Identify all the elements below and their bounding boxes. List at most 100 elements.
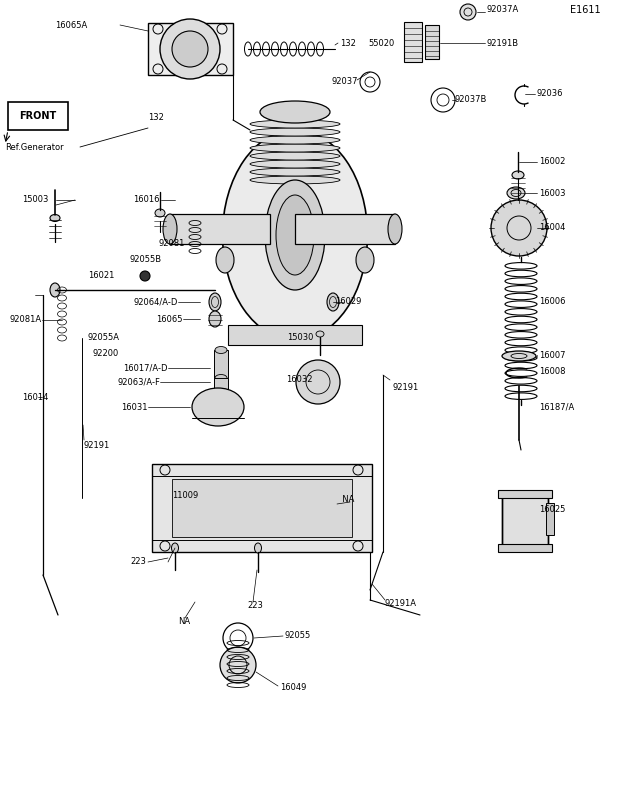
Ellipse shape <box>250 152 340 160</box>
Text: 16031: 16031 <box>121 402 148 411</box>
Text: NA: NA <box>178 618 190 626</box>
Text: 16006: 16006 <box>539 298 565 306</box>
Text: 16003: 16003 <box>539 189 565 198</box>
Text: 16049: 16049 <box>280 683 306 693</box>
Text: E1611: E1611 <box>570 5 600 15</box>
Bar <box>172 479 352 537</box>
Text: 16187/A: 16187/A <box>539 402 574 411</box>
Ellipse shape <box>155 209 165 217</box>
Text: 92191B: 92191B <box>487 38 519 47</box>
Text: Ref.Generator: Ref.Generator <box>5 142 63 151</box>
Text: 92081A: 92081A <box>10 315 42 325</box>
Ellipse shape <box>192 388 244 426</box>
Circle shape <box>491 200 547 256</box>
Bar <box>425 25 439 59</box>
Ellipse shape <box>507 187 525 199</box>
Text: 92037: 92037 <box>332 78 358 86</box>
Text: 16065: 16065 <box>156 314 183 323</box>
Bar <box>148 23 233 75</box>
Text: 16029: 16029 <box>335 298 361 306</box>
Ellipse shape <box>276 195 314 275</box>
Text: 92036: 92036 <box>537 90 563 98</box>
Text: 92055A: 92055A <box>88 333 120 342</box>
Text: 16065A: 16065A <box>55 21 87 30</box>
Text: 92055B: 92055B <box>130 255 162 265</box>
Ellipse shape <box>250 128 340 136</box>
Text: NA: NA <box>337 495 354 505</box>
Circle shape <box>296 360 340 404</box>
Text: 92191: 92191 <box>84 441 111 450</box>
Bar <box>214 350 228 378</box>
Text: 16007: 16007 <box>539 350 565 359</box>
Circle shape <box>460 4 476 20</box>
Ellipse shape <box>209 293 221 311</box>
Ellipse shape <box>215 374 227 382</box>
Ellipse shape <box>250 120 340 128</box>
Ellipse shape <box>209 311 221 327</box>
Circle shape <box>160 19 220 79</box>
Ellipse shape <box>512 171 524 179</box>
Ellipse shape <box>250 176 340 184</box>
Text: 16002: 16002 <box>539 158 565 166</box>
Ellipse shape <box>50 283 60 297</box>
Bar <box>170 214 270 244</box>
Text: 92037B: 92037B <box>455 95 487 105</box>
Text: 223: 223 <box>247 602 263 610</box>
Text: 11009: 11009 <box>172 490 198 499</box>
Bar <box>228 325 362 345</box>
Ellipse shape <box>316 331 324 337</box>
Ellipse shape <box>356 247 374 273</box>
Text: 16014: 16014 <box>22 393 48 402</box>
Text: 16021: 16021 <box>88 271 114 281</box>
Ellipse shape <box>163 214 177 244</box>
Ellipse shape <box>250 160 340 168</box>
Ellipse shape <box>222 130 367 340</box>
Text: 92191: 92191 <box>393 383 420 393</box>
Circle shape <box>140 271 150 281</box>
Ellipse shape <box>250 136 340 144</box>
Text: 16016: 16016 <box>134 195 160 205</box>
Text: 16017/A-D: 16017/A-D <box>124 363 168 373</box>
Text: 223: 223 <box>130 558 146 566</box>
Text: FRONT: FRONT <box>19 111 57 121</box>
Ellipse shape <box>216 247 234 273</box>
Ellipse shape <box>502 351 536 361</box>
Bar <box>502 493 548 545</box>
Text: 92191A: 92191A <box>385 599 417 609</box>
Text: 92081: 92081 <box>159 238 185 247</box>
Bar <box>546 503 554 535</box>
Ellipse shape <box>265 180 325 290</box>
Text: 55020: 55020 <box>369 38 395 47</box>
Ellipse shape <box>250 144 340 152</box>
Ellipse shape <box>388 214 402 244</box>
Circle shape <box>172 31 208 67</box>
Circle shape <box>220 647 256 683</box>
Ellipse shape <box>171 543 178 553</box>
Ellipse shape <box>327 293 339 311</box>
Bar <box>498 544 552 552</box>
Text: 92064/A-D: 92064/A-D <box>134 298 178 306</box>
Text: 16004: 16004 <box>539 223 565 233</box>
Text: 16008: 16008 <box>539 367 565 377</box>
Ellipse shape <box>250 168 340 176</box>
Text: 15030: 15030 <box>286 333 313 342</box>
Text: 132: 132 <box>340 38 356 47</box>
Text: 16032: 16032 <box>286 375 313 385</box>
Bar <box>498 490 552 498</box>
Text: 15003: 15003 <box>22 195 48 205</box>
Bar <box>152 464 372 552</box>
Text: 92055: 92055 <box>285 631 311 641</box>
Ellipse shape <box>260 101 330 123</box>
Ellipse shape <box>50 214 60 222</box>
Bar <box>8 102 68 130</box>
Text: 92200: 92200 <box>93 350 119 358</box>
Text: 92063/A-F: 92063/A-F <box>117 378 160 386</box>
Text: 132: 132 <box>148 113 164 122</box>
Bar <box>404 22 422 62</box>
Text: 92037A: 92037A <box>487 6 519 14</box>
Bar <box>214 378 228 392</box>
Ellipse shape <box>254 543 261 553</box>
Bar <box>295 214 395 244</box>
Text: 16025: 16025 <box>539 506 565 514</box>
Bar <box>502 493 548 545</box>
